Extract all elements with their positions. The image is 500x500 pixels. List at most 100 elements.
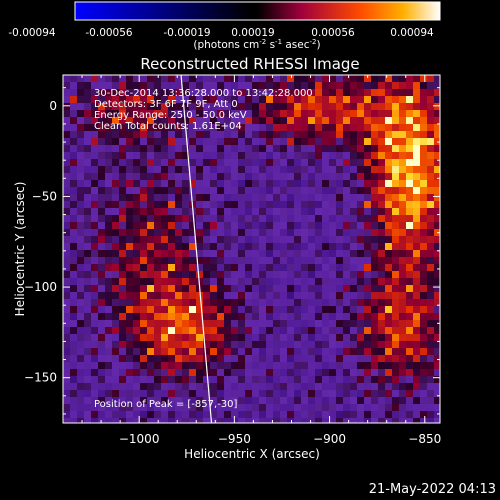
heatmap-cell — [196, 173, 204, 181]
heatmap-cell — [427, 166, 435, 174]
heatmap-cell — [378, 180, 386, 188]
heatmap-cell — [385, 89, 393, 97]
heatmap-cell — [378, 390, 386, 398]
x-tick-label: −1000 — [119, 432, 160, 446]
heatmap-cell — [266, 271, 274, 279]
heatmap-cell — [91, 194, 99, 202]
heatmap-cell — [98, 229, 106, 237]
heatmap-cell — [273, 75, 281, 83]
heatmap-cell — [280, 138, 288, 146]
heatmap-cell — [392, 404, 400, 412]
heatmap-cell — [427, 96, 435, 104]
heatmap-cell — [343, 418, 351, 423]
heatmap-cell — [364, 159, 372, 167]
heatmap-cell — [63, 383, 71, 391]
heatmap-cell — [350, 397, 358, 405]
chart-title: Reconstructed RHESSI Image — [140, 55, 359, 73]
heatmap-cell — [98, 278, 106, 286]
heatmap-cell — [140, 390, 148, 398]
heatmap-cell — [154, 313, 162, 321]
heatmap-cell — [406, 124, 414, 132]
heatmap-cell — [280, 229, 288, 237]
heatmap-cell — [420, 236, 428, 244]
heatmap-cell — [301, 145, 309, 153]
heatmap-cell — [217, 117, 225, 125]
heatmap-cell — [259, 110, 267, 118]
heatmap-cell — [322, 229, 330, 237]
heatmap-cell — [175, 271, 183, 279]
heatmap-cell — [84, 187, 92, 195]
heatmap-cell — [84, 208, 92, 216]
heatmap-cell — [245, 194, 253, 202]
heatmap-cell — [434, 299, 440, 307]
heatmap-cell — [224, 173, 232, 181]
heatmap-cell — [343, 159, 351, 167]
heatmap-cell — [161, 376, 169, 384]
heatmap-cell — [112, 229, 120, 237]
heatmap-cell — [189, 89, 197, 97]
heatmap-cell — [126, 222, 134, 230]
heatmap-cell — [126, 369, 134, 377]
heatmap-cell — [287, 369, 295, 377]
heatmap-cell — [273, 257, 281, 265]
heatmap-cell — [231, 117, 239, 125]
heatmap-cell — [154, 250, 162, 258]
heatmap-cell — [364, 131, 372, 139]
heatmap-cell — [245, 362, 253, 370]
heatmap-cell — [252, 257, 260, 265]
heatmap-cell — [182, 222, 190, 230]
heatmap-cell — [196, 82, 204, 90]
heatmap-cell — [133, 362, 141, 370]
heatmap-cell — [273, 222, 281, 230]
heatmap-cell — [63, 75, 71, 83]
heatmap-cell — [161, 418, 169, 423]
heatmap-cell — [91, 348, 99, 356]
heatmap-cell — [399, 313, 407, 321]
heatmap-cell — [273, 292, 281, 300]
heatmap-cell — [224, 187, 232, 195]
heatmap-cell — [140, 278, 148, 286]
heatmap-cell — [385, 369, 393, 377]
heatmap-cell — [266, 411, 274, 419]
heatmap-cell — [98, 152, 106, 160]
heatmap-cell — [371, 369, 379, 377]
heatmap-cell — [189, 166, 197, 174]
heatmap-cell — [287, 320, 295, 328]
heatmap-cell — [140, 271, 148, 279]
heatmap-cell — [203, 355, 211, 363]
heatmap-cell — [133, 215, 141, 223]
heatmap-cell — [245, 306, 253, 314]
heatmap-cell — [364, 383, 372, 391]
heatmap-cell — [91, 131, 99, 139]
heatmap-cell — [210, 418, 218, 423]
heatmap-cell — [350, 383, 358, 391]
heatmap-cell — [301, 299, 309, 307]
heatmap-cell — [357, 411, 365, 419]
heatmap-cell — [280, 257, 288, 265]
heatmap-cell — [252, 82, 260, 90]
heatmap-cell — [343, 397, 351, 405]
heatmap-cell — [210, 145, 218, 153]
heatmap-cell — [161, 369, 169, 377]
heatmap-cell — [133, 348, 141, 356]
heatmap-cell — [147, 320, 155, 328]
heatmap-cell — [231, 397, 239, 405]
heatmap-cell — [252, 194, 260, 202]
heatmap-cell — [182, 96, 190, 104]
heatmap-cell — [357, 82, 365, 90]
heatmap-cell — [308, 166, 316, 174]
heatmap-cell — [224, 110, 232, 118]
heatmap-cell — [224, 152, 232, 160]
heatmap-cell — [308, 418, 316, 423]
heatmap-cell — [112, 264, 120, 272]
heatmap-cell — [161, 208, 169, 216]
heatmap-cell — [105, 208, 113, 216]
heatmap-cell — [336, 278, 344, 286]
heatmap-cell — [238, 215, 246, 223]
heatmap-cell — [336, 187, 344, 195]
heatmap-cell — [63, 82, 71, 90]
heatmap-cell — [119, 327, 127, 335]
heatmap-cell — [364, 82, 372, 90]
heatmap-cell — [294, 187, 302, 195]
heatmap-cell — [371, 194, 379, 202]
